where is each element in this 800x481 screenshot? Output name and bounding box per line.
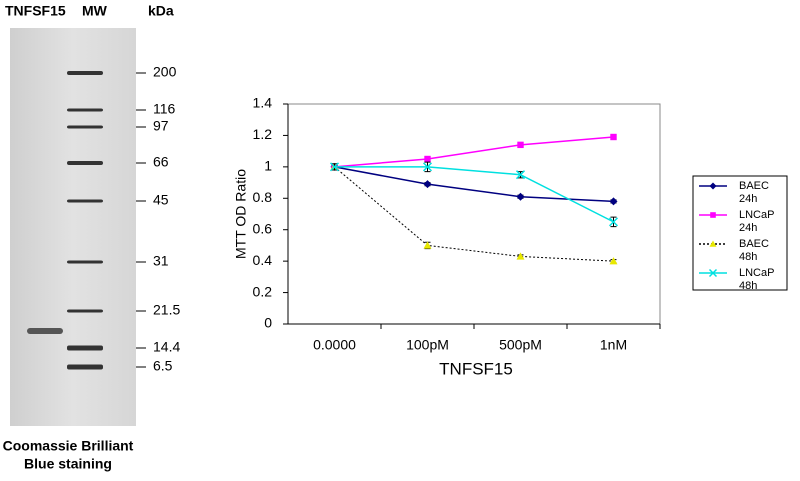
marker-band xyxy=(67,161,103,165)
sample-band xyxy=(27,328,63,334)
marker-band xyxy=(67,199,103,203)
legend-label: BAEC 48h xyxy=(739,238,772,263)
point xyxy=(609,197,618,206)
x-tick-label: 0.0000 xyxy=(313,337,356,353)
y-tick-label: 0.4 xyxy=(253,252,273,268)
point xyxy=(423,180,432,189)
legend-label: LNCaP 48h xyxy=(739,267,777,292)
y-tick-label: 1.4 xyxy=(253,95,273,111)
x-axis-title: TNFSF15 xyxy=(439,359,513,378)
legend-label: LNCaP 24h xyxy=(739,209,777,234)
point xyxy=(708,268,718,278)
caption: Coomassie Brilliant xyxy=(3,438,134,454)
marker-label: 200 xyxy=(153,64,177,80)
x-tick-label: 100pM xyxy=(406,337,449,353)
point xyxy=(609,257,618,265)
point xyxy=(516,192,525,201)
x-tick-label: 500pM xyxy=(499,337,542,353)
point xyxy=(422,162,433,172)
marker-label: 116 xyxy=(153,101,176,117)
point xyxy=(517,141,524,149)
point xyxy=(709,240,717,247)
series-line xyxy=(334,166,614,262)
marker-band xyxy=(67,260,103,264)
y-tick-label: 0.6 xyxy=(253,220,273,236)
series-line xyxy=(334,136,614,168)
y-tick-label: 0 xyxy=(264,315,272,331)
series-line xyxy=(334,166,614,223)
marker-label: 6.5 xyxy=(153,358,173,374)
lane-label: TNFSF15 xyxy=(5,3,66,19)
y-tick-label: 1.2 xyxy=(253,126,273,142)
marker-label: 14.4 xyxy=(153,339,180,355)
point xyxy=(709,182,717,190)
point xyxy=(515,170,526,180)
y-tick-label: 1 xyxy=(264,158,272,174)
marker-band xyxy=(67,345,103,351)
point xyxy=(329,162,340,172)
unit-label: kDa xyxy=(148,3,174,19)
gel-image xyxy=(10,28,136,426)
point xyxy=(710,212,716,218)
y-tick-label: 0.8 xyxy=(253,189,273,205)
point xyxy=(424,155,431,163)
marker-label: 31 xyxy=(153,253,169,269)
plot-area xyxy=(287,103,661,325)
marker-label: 97 xyxy=(153,118,169,134)
point xyxy=(608,217,619,227)
point xyxy=(516,252,525,260)
marker-band xyxy=(67,108,103,112)
marker-label: 21.5 xyxy=(153,302,180,318)
point xyxy=(423,241,432,249)
legend-label: BAEC 24h xyxy=(739,180,772,205)
y-tick-label: 0.2 xyxy=(253,283,273,299)
marker-label: 45 xyxy=(153,192,169,208)
legend xyxy=(692,175,788,291)
marker-band xyxy=(67,364,103,370)
x-tick-label: 1nM xyxy=(600,337,627,353)
marker-label: 66 xyxy=(153,154,169,170)
lane-label: MW xyxy=(82,3,108,19)
marker-band xyxy=(67,71,103,75)
marker-band xyxy=(67,309,103,313)
caption: Blue staining xyxy=(24,456,112,472)
point xyxy=(610,133,617,141)
marker-band xyxy=(67,125,103,129)
y-axis-title: MTT OD Ratio xyxy=(233,169,249,259)
